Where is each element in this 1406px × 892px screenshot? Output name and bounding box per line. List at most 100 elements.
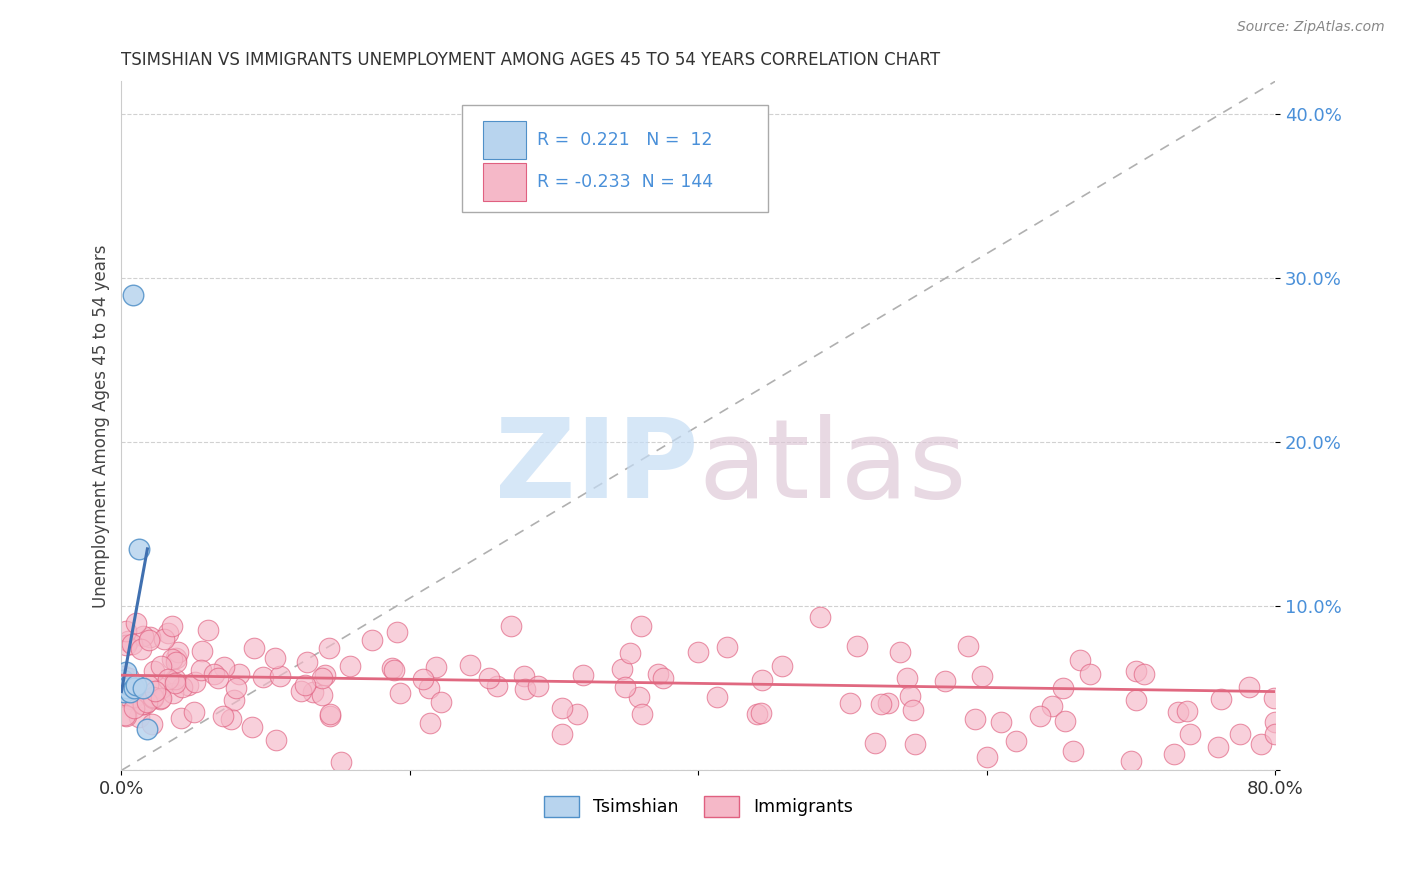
Point [122, 287, 145, 301]
Point [160, 619, 183, 633]
Point [177, 678, 200, 692]
Y-axis label: Unemployment Among Ages 45 to 54 years: Unemployment Among Ages 45 to 54 years [93, 244, 110, 607]
Point [614, 680, 637, 694]
Point [114, 665, 136, 679]
Text: atlas: atlas [699, 414, 967, 521]
Point [139, 630, 162, 644]
Point [339, 658, 361, 673]
Point [115, 624, 138, 638]
Point [976, 750, 998, 764]
Point [628, 690, 651, 705]
Point [252, 670, 274, 684]
Point [117, 634, 139, 648]
Point [904, 737, 927, 751]
Text: TSIMSHIAN VS IMMIGRANTS UNEMPLOYMENT AMONG AGES 45 TO 54 YEARS CORRELATION CHART: TSIMSHIAN VS IMMIGRANTS UNEMPLOYMENT AMO… [121, 51, 941, 69]
Point [122, 690, 145, 705]
Point [1264, 715, 1286, 730]
Point [301, 685, 323, 699]
Point [129, 642, 152, 657]
Point [165, 655, 187, 669]
Point [385, 625, 408, 640]
Point [571, 668, 593, 682]
Point [263, 651, 285, 665]
Point [863, 736, 886, 750]
Point [121, 637, 143, 651]
Point [131, 698, 153, 712]
Point [630, 619, 652, 633]
Point [138, 633, 160, 648]
Point [1167, 706, 1189, 720]
Point [183, 706, 205, 720]
Point [228, 667, 250, 681]
Point [889, 645, 911, 659]
Point [418, 681, 440, 695]
Point [153, 632, 176, 646]
Point [162, 652, 184, 666]
Point [115, 638, 138, 652]
Point [1029, 709, 1052, 723]
Point [214, 660, 236, 674]
Point [1078, 667, 1101, 681]
Point [156, 672, 179, 686]
Point [478, 671, 501, 685]
Point [610, 662, 633, 676]
Point [124, 681, 146, 696]
Point [1264, 727, 1286, 741]
Text: Source: ZipAtlas.com: Source: ZipAtlas.com [1237, 20, 1385, 34]
Point [630, 706, 652, 721]
Point [314, 668, 336, 682]
Point [380, 661, 402, 675]
Point [1042, 698, 1064, 713]
Point [686, 645, 709, 659]
Point [150, 690, 173, 705]
Point [197, 623, 219, 637]
Point [122, 700, 145, 714]
Point [114, 709, 136, 723]
Point [527, 679, 550, 693]
Point [1054, 714, 1077, 729]
Point [1206, 740, 1229, 755]
Point [136, 678, 159, 692]
Point [1175, 704, 1198, 718]
Point [515, 682, 537, 697]
Point [425, 660, 447, 674]
Point [170, 680, 193, 694]
Text: R = -0.233  N = 144: R = -0.233 N = 144 [537, 173, 713, 191]
Point [165, 673, 187, 687]
Point [1125, 664, 1147, 678]
Point [132, 629, 155, 643]
Point [112, 669, 135, 683]
Point [311, 672, 333, 686]
Point [1237, 680, 1260, 694]
Point [770, 658, 793, 673]
Point [565, 706, 588, 721]
Point [143, 684, 166, 698]
Point [1132, 666, 1154, 681]
Point [149, 691, 172, 706]
Point [240, 720, 263, 734]
Point [1178, 727, 1201, 741]
Point [808, 610, 831, 624]
Bar [482, 163, 526, 201]
Point [1119, 754, 1142, 768]
Point [963, 713, 986, 727]
Bar [482, 121, 526, 159]
Point [412, 672, 434, 686]
Point [934, 673, 956, 688]
Point [1052, 681, 1074, 695]
Point [243, 640, 266, 655]
Point [990, 715, 1012, 730]
Point [184, 674, 207, 689]
Text: R =  0.221   N =  12: R = 0.221 N = 12 [537, 131, 713, 149]
Point [361, 633, 384, 648]
Point [877, 696, 900, 710]
Point [839, 696, 862, 710]
Point [751, 706, 773, 721]
Point [207, 672, 229, 686]
Legend: Tsimshian, Immigrants: Tsimshian, Immigrants [537, 789, 859, 823]
Point [706, 690, 728, 704]
Point [134, 697, 156, 711]
Point [1163, 747, 1185, 761]
Point [211, 709, 233, 723]
Point [458, 657, 481, 672]
